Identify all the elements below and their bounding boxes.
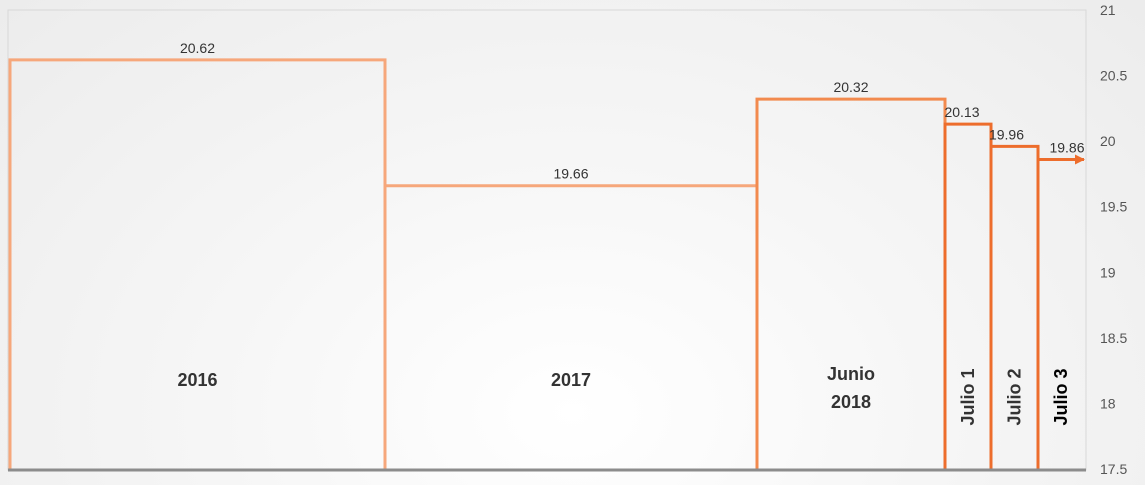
y-tick-label: 19 <box>1100 264 1116 280</box>
plot-area-border <box>7 9 1087 471</box>
y-tick-label: 17.5 <box>1100 461 1127 477</box>
bar-2017 <box>383 184 759 469</box>
value-label: 20.13 <box>944 104 979 120</box>
value-label: 20.62 <box>180 40 215 56</box>
y-tick-label: 18 <box>1100 395 1116 411</box>
y-axis: 17.5 18 18.5 19 19.5 20 20.5 21 <box>1100 2 1127 477</box>
value-label: 19.96 <box>989 126 1024 142</box>
category-label: Junio 2018 <box>827 364 875 412</box>
value-label: 20.32 <box>833 79 868 95</box>
category-label: 2016 <box>177 370 217 390</box>
bar-2016 <box>8 58 387 469</box>
category-label: Julio 2 <box>1005 368 1025 425</box>
category-label: Julio 3 <box>1051 368 1071 425</box>
category-label: Julio 1 <box>958 368 978 425</box>
bar-julio-3 <box>1036 154 1085 469</box>
labels-layer: 20.62 19.66 20.32 20.13 19.96 19.86 2016 2017 Ju… <box>177 40 1084 426</box>
y-tick-label: 19.5 <box>1100 199 1127 215</box>
category-label: 2017 <box>551 370 591 390</box>
bars-layer <box>8 58 1086 472</box>
y-tick-label: 20.5 <box>1100 68 1127 84</box>
bar-junio-2018 <box>755 97 947 469</box>
y-tick-label: 20 <box>1100 133 1116 149</box>
y-tick-label: 21 <box>1100 2 1116 18</box>
value-label: 19.66 <box>553 166 588 182</box>
value-label: 19.86 <box>1049 140 1084 156</box>
y-tick-label: 18.5 <box>1100 330 1127 346</box>
